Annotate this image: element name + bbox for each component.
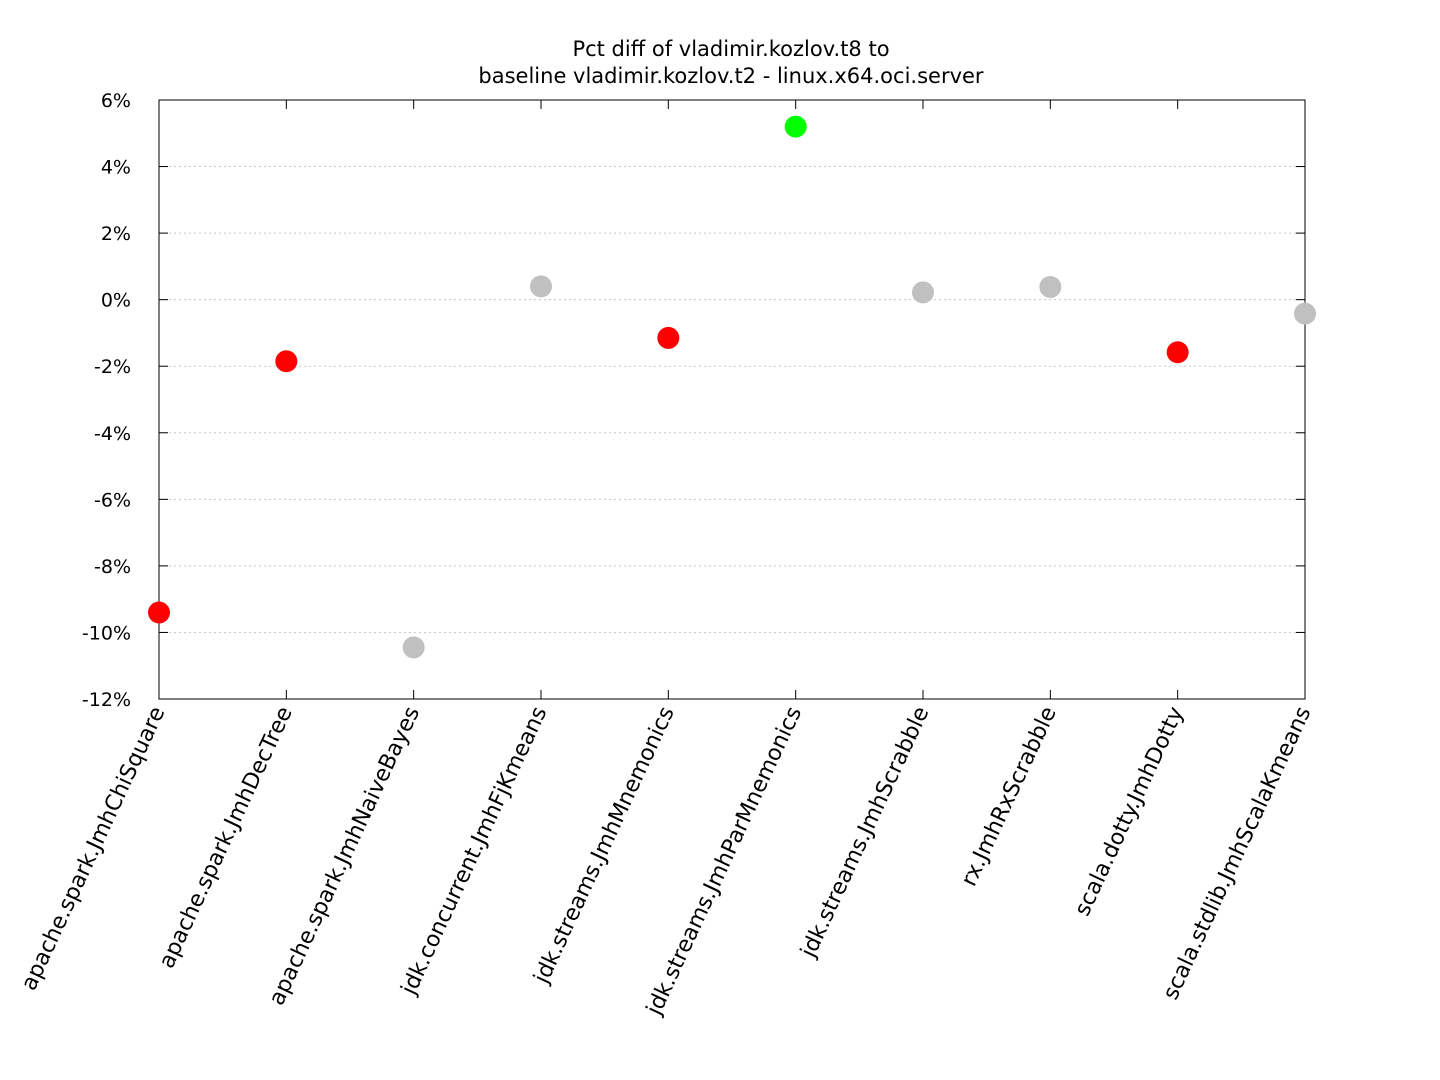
data-point (530, 275, 552, 298)
grid-lines (159, 166, 1305, 633)
y-tick-label: 4% (101, 157, 131, 179)
y-tick-label: -10% (82, 622, 131, 644)
data-point (1166, 341, 1189, 364)
data-point (657, 326, 680, 349)
data-point (275, 350, 298, 373)
y-axis: 6% 4% 2% 0% -2% -4% -6% -8% -10% -12% (82, 90, 1305, 711)
x-tick-label: jdk.streams.JmhParMnemonics (642, 703, 808, 1020)
x-tick-label: jdk.streams.JmhScrabble (796, 703, 935, 962)
x-tick-label: jdk.concurrent.JmhFjKmeans (396, 703, 552, 1000)
y-tick-label: -2% (94, 356, 131, 378)
data-point (784, 115, 807, 138)
data-point (912, 281, 934, 304)
y-tick-label: -6% (94, 489, 131, 511)
x-tick-label: jdk.streams.JmhMnemonics (529, 703, 680, 988)
x-tick-label: scala.stdlib.JmhScalaKmeans (1158, 703, 1316, 1004)
x-tick-label: apache.spark.JmhChiSquare (17, 703, 171, 994)
y-tick-label: 0% (101, 290, 131, 312)
data-point (1039, 276, 1062, 299)
data-points (148, 115, 1316, 659)
y-tick-label: 6% (101, 90, 131, 112)
y-tick-label: -4% (94, 423, 131, 445)
y-tick-label: -8% (94, 556, 131, 578)
plot-frame (158, 99, 1306, 700)
x-axis: apache.spark.JmhChiSquareapache.spark.Jm… (17, 100, 1316, 1020)
x-tick-label: scala.dotty.JmhDotty (1070, 703, 1189, 920)
data-point (148, 601, 170, 624)
x-tick-label: apache.spark.JmhDecTree (154, 703, 297, 972)
y-tick-label: -12% (82, 689, 131, 711)
y-tick-label: 2% (101, 223, 131, 245)
chart-title-line-2: baseline vladimir.kozlov.t2 - linux.x64.… (478, 64, 984, 88)
data-point (402, 636, 425, 659)
x-tick-label: apache.spark.JmhNaiveBayes (265, 703, 426, 1009)
chart-title-line-1: Pct diff of vladimir.kozlov.t8 to (572, 37, 889, 61)
x-tick-label: rx.JmhRxScrabble (957, 703, 1062, 890)
data-point (1294, 302, 1316, 325)
